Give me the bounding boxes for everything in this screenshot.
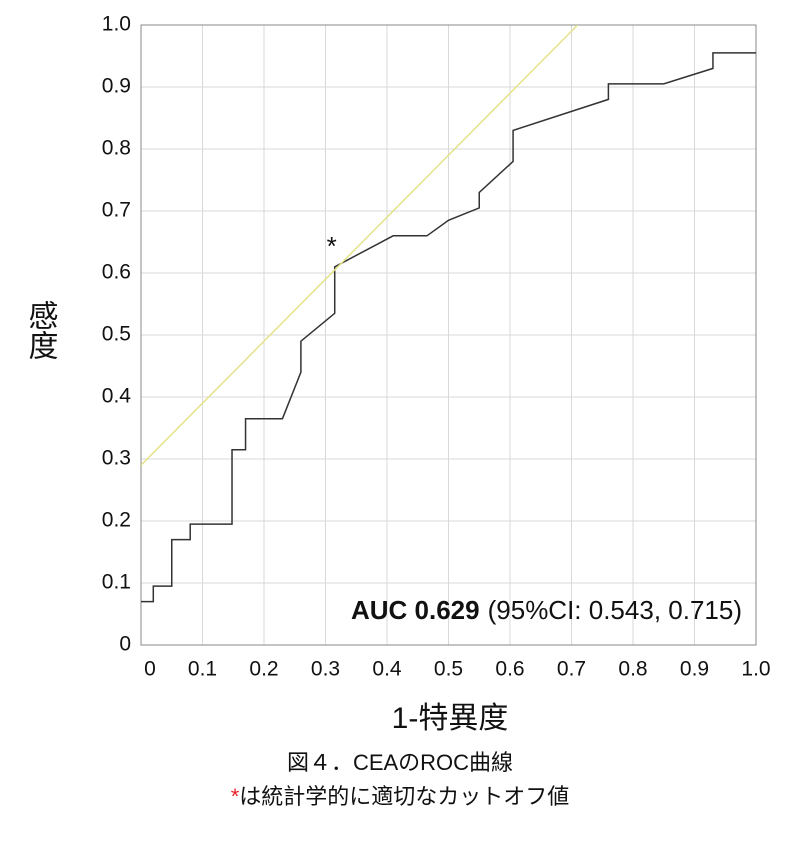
note-mark: *	[231, 784, 240, 809]
x-tick-label: 0.1	[188, 658, 217, 681]
x-tick-label: 0.6	[495, 658, 524, 681]
x-tick-label: 0.9	[680, 658, 709, 681]
y-tick-label: 0.5	[102, 323, 131, 346]
x-axis-label: 1-特異度	[392, 702, 509, 735]
y-tick-label: 0.7	[102, 199, 131, 222]
y-tick-label: 0.2	[102, 509, 131, 532]
caption: 図４．CEAのROC曲線	[287, 750, 513, 775]
x-tick-label: 0.2	[249, 658, 278, 681]
note: *は統計学的に適切なカットオフ値	[231, 784, 570, 809]
x-tick-label: 0.7	[557, 658, 586, 681]
x-tick-label: 0.8	[618, 658, 647, 681]
x-tick-label: 0	[144, 658, 156, 681]
note-text: は統計学的に適切なカットオフ値	[239, 784, 569, 809]
y-tick-label: 0	[119, 633, 131, 656]
roc-line	[141, 52, 756, 603]
y-tick-label: 0.3	[102, 447, 131, 470]
ci-label: (95%CI: 0.543, 0.715)	[488, 595, 742, 625]
y-tick-label: 1.0	[102, 13, 131, 36]
y-tick-label: 0.6	[102, 261, 131, 284]
auc-label: AUC 0.629	[351, 595, 480, 625]
plot-frame	[140, 24, 757, 646]
y-tick-label: 0.9	[102, 75, 131, 98]
x-tick-label: 0.3	[311, 658, 340, 681]
y-tick-label: 0.1	[102, 571, 131, 594]
y-axis-label: 感度	[24, 300, 58, 360]
x-tick-label: 0.4	[372, 658, 402, 681]
y-tick-label: 0.4	[102, 385, 132, 408]
auc-text: AUC 0.629 (95%CI: 0.543, 0.715)	[351, 595, 742, 625]
x-tick-label: 0.5	[434, 658, 463, 681]
roc-line	[141, 25, 579, 466]
cutoff-marker: *	[327, 231, 337, 261]
y-tick-label: 0.8	[102, 137, 131, 160]
x-tick-label: 1.0	[741, 658, 770, 681]
